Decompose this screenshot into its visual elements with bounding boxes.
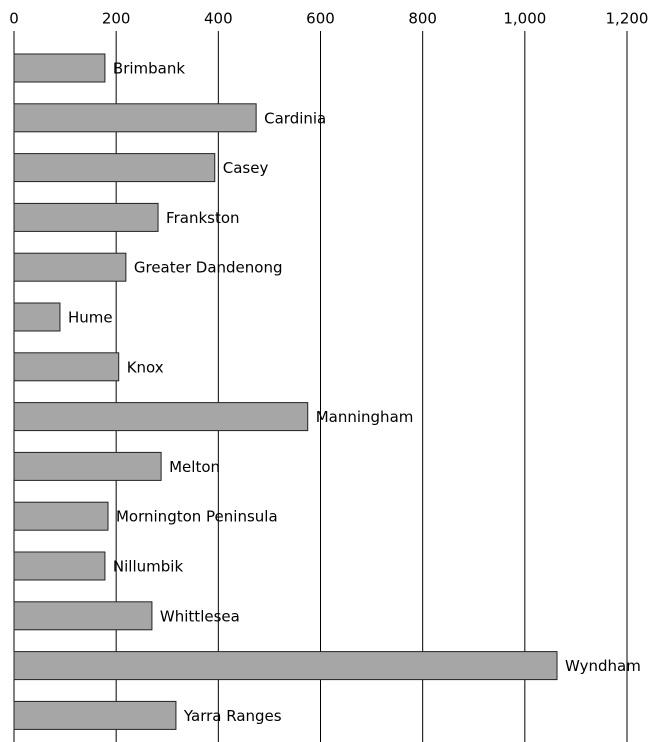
category-label: Cardinia [264, 109, 326, 127]
category-label: Hume [68, 309, 113, 327]
bar [13, 402, 309, 432]
bar [13, 551, 106, 581]
bar [13, 53, 106, 83]
bar [13, 501, 109, 531]
category-label: Nillumbik [113, 558, 184, 576]
x-tick-label: 600 [306, 10, 335, 28]
bar [13, 451, 162, 481]
category-label: Wyndham [565, 657, 641, 675]
bar [13, 252, 127, 282]
category-label: Frankston [166, 209, 239, 227]
x-tick-label: 0 [9, 10, 19, 28]
bar [13, 153, 216, 183]
x-tick-label: 1,000 [503, 10, 546, 28]
bar [13, 601, 153, 631]
category-label: Melton [169, 458, 220, 476]
category-label: Whittlesea [160, 607, 240, 625]
x-tick-label: 1,200 [606, 10, 649, 28]
category-label: Greater Dandenong [134, 259, 283, 277]
x-tick-label: 200 [102, 10, 131, 28]
bar [13, 302, 61, 332]
x-tick-label: 400 [204, 10, 233, 28]
category-label: Manningham [316, 408, 414, 426]
bar [13, 103, 257, 133]
bar [13, 202, 159, 232]
bar [13, 352, 120, 382]
x-tick-label: 800 [408, 10, 437, 28]
category-label: Knox [127, 358, 164, 376]
category-label: Casey [223, 159, 269, 177]
category-label: Brimbank [113, 60, 185, 78]
category-label: Yarra Ranges [183, 707, 282, 725]
bar [13, 651, 558, 681]
bar [13, 700, 177, 730]
category-label: Mornington Peninsula [116, 508, 278, 526]
